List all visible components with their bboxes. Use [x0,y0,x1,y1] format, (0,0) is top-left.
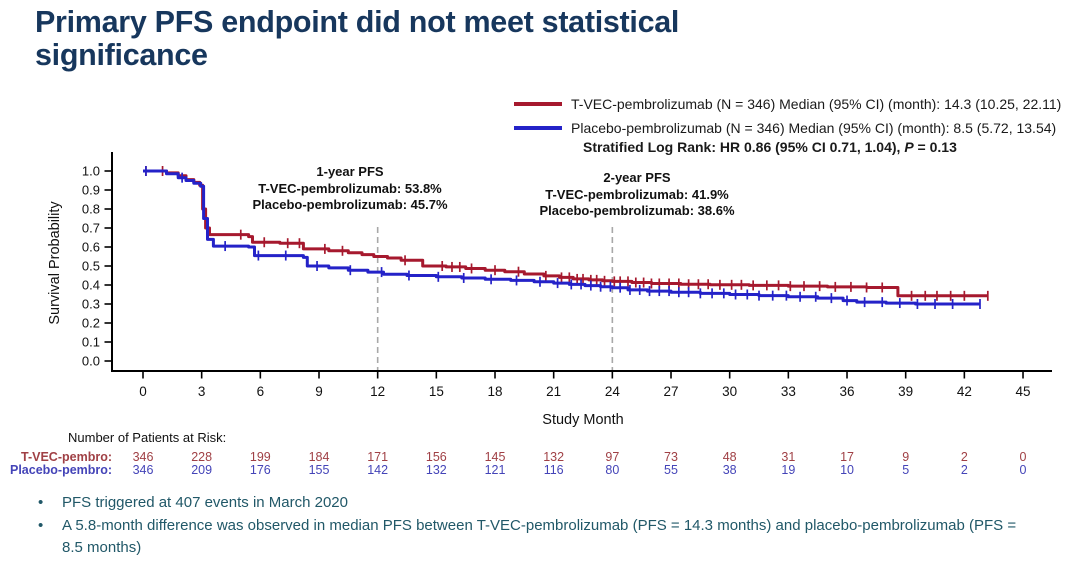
risk-count: 5 [902,463,910,477]
risk-count: 0 [1019,450,1027,464]
risk-count: 176 [249,463,271,477]
risk-count: 73 [664,450,678,464]
risk-count: 184 [308,450,330,464]
legend-row-tvec: T-VEC-pembrolizumab (N = 346) Median (95… [514,92,1074,116]
risk-row-label-tvec: T-VEC-pembro: [21,450,112,464]
annotation-2-year-pfs: 2-year PFS T-VEC-pembrolizumab: 41.9% Pl… [539,170,735,218]
legend-label-tvec: T-VEC-pembrolizumab (N = 346) Median (95… [571,96,1062,112]
risk-count: 132 [425,463,447,477]
risk-count: 209 [191,463,213,477]
svg-text:12: 12 [370,384,385,399]
bullet-1: • PFS triggered at 407 events in March 2… [38,492,1023,515]
risk-count: 31 [781,450,796,464]
svg-text:6: 6 [257,384,265,399]
svg-text:0.0: 0.0 [82,354,100,369]
risk-count: 171 [367,450,389,464]
svg-text:0.8: 0.8 [82,202,100,217]
svg-text:3: 3 [198,384,206,399]
risk-count: 346 [132,450,154,464]
risk-count: 121 [484,463,506,477]
risk-row-label-placebo: Placebo-pembro: [10,463,113,477]
svg-text:21: 21 [546,384,561,399]
svg-text:0.6: 0.6 [82,240,100,255]
risk-count: 0 [1019,463,1027,477]
svg-text:1.0: 1.0 [82,164,100,179]
chart-legend: T-VEC-pembrolizumab (N = 346) Median (95… [514,92,1074,140]
svg-text:0.9: 0.9 [82,183,100,198]
svg-text:27: 27 [663,384,678,399]
svg-text:0.7: 0.7 [82,221,100,236]
stratified-log-rank-stat: Stratified Log Rank: HR 0.86 (95% CI 0.7… [583,139,957,155]
risk-count: 80 [605,463,620,477]
annotation-1-year-pfs: 1-year PFS T-VEC-pembrolizumab: 53.8% Pl… [252,164,448,212]
svg-text:15: 15 [429,384,444,399]
svg-text:45: 45 [1016,384,1031,399]
risk-count: 2 [960,450,968,464]
svg-text:33: 33 [781,384,796,399]
bullet-2: • A 5.8-month difference was observed in… [38,515,1023,560]
risk-table-header: Number of Patients at Risk: [68,430,227,445]
svg-text:36: 36 [840,384,855,399]
slide-title: Primary PFS endpoint did not meet statis… [35,5,680,73]
placebo-line-swatch [514,126,562,130]
risk-count: 142 [367,463,389,477]
risk-count: 17 [840,450,854,464]
risk-count: 55 [664,463,678,477]
legend-row-placebo: Placebo-pembrolizumab (N = 346) Median (… [514,116,1074,140]
risk-count: 19 [781,463,796,477]
svg-text:0.5: 0.5 [82,259,100,274]
svg-text:30: 30 [722,384,737,399]
svg-text:42: 42 [957,384,972,399]
risk-count: 38 [722,463,737,477]
svg-text:24: 24 [605,384,621,399]
risk-count: 228 [191,450,213,464]
risk-count: 9 [902,450,910,464]
risk-count: 97 [605,450,620,464]
risk-count: 156 [425,450,447,464]
svg-text:0.2: 0.2 [82,316,100,331]
p-value-symbol: P [904,139,914,155]
risk-count: 199 [249,450,271,464]
risk-count: 10 [840,463,854,477]
svg-text:18: 18 [487,384,502,399]
svg-text:0: 0 [139,384,147,399]
risk-count: 2 [960,463,968,477]
risk-count: 155 [308,463,330,477]
x-axis-label: Study Month [542,412,624,428]
svg-text:39: 39 [898,384,913,399]
bullet-marker: • [38,516,44,534]
svg-text:0.3: 0.3 [82,297,100,312]
risk-count: 48 [722,450,737,464]
risk-count: 346 [132,463,154,477]
tvec-line-swatch [514,102,562,106]
y-axis-label: Survival Probability [47,201,63,325]
svg-text:0.1: 0.1 [82,335,100,350]
bullet-marker: • [38,494,44,511]
svg-text:0.4: 0.4 [82,278,100,293]
legend-label-placebo: Placebo-pembrolizumab (N = 346) Median (… [571,120,1057,136]
risk-count: 116 [543,463,564,477]
risk-count: 132 [543,450,565,464]
risk-count: 145 [484,450,506,464]
svg-text:9: 9 [315,384,323,399]
summary-bullets: • PFS triggered at 407 events in March 2… [38,492,1023,560]
